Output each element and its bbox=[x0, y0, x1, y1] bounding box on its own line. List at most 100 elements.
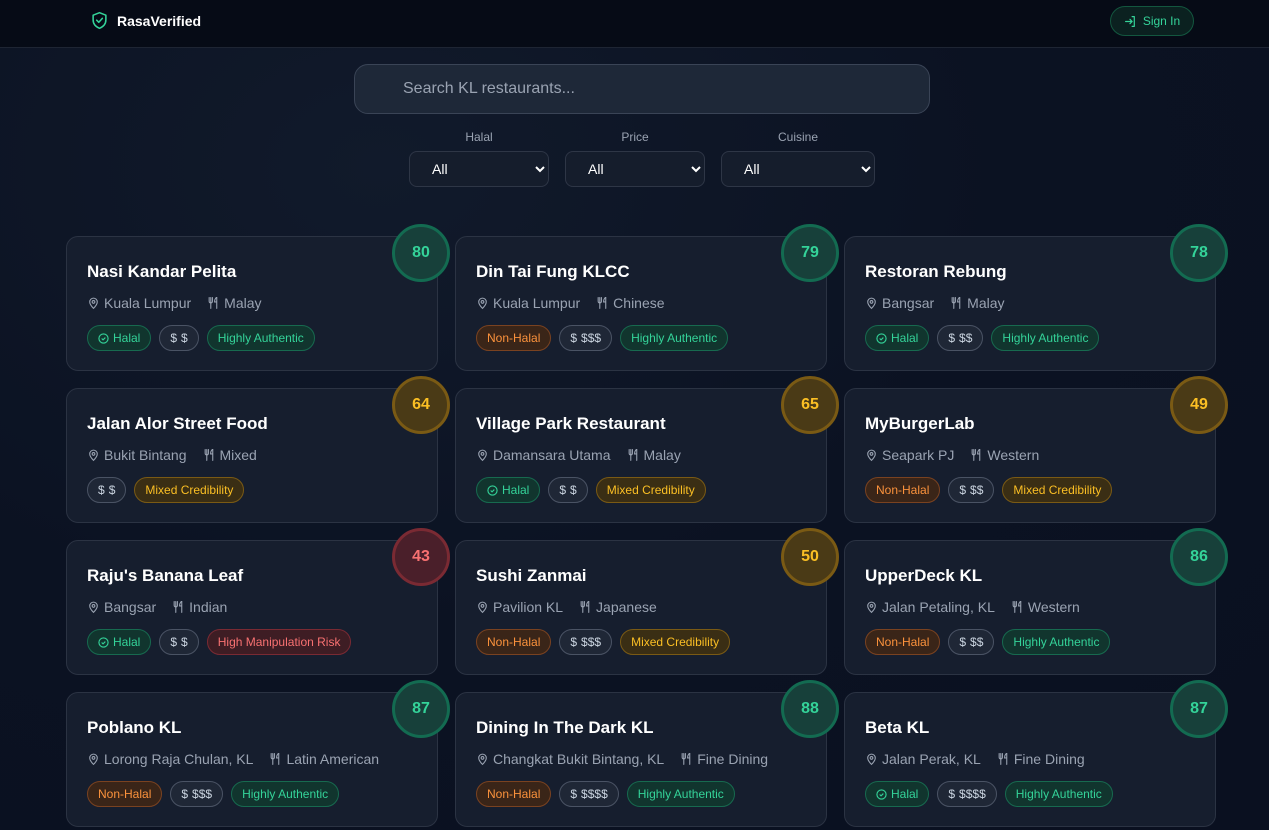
filter-label: Halal bbox=[465, 130, 493, 144]
location-pin-icon bbox=[89, 601, 98, 614]
credibility-badge: Mixed Credibility bbox=[595, 477, 706, 503]
price-badge: $ $$$ bbox=[559, 325, 613, 351]
dollar-icon: $ bbox=[570, 331, 578, 345]
location: Pavilion KL bbox=[476, 599, 563, 615]
location-pin-icon bbox=[867, 601, 876, 614]
restaurant-card[interactable]: Dining In The Dark KL Changkat Bukit Bin… bbox=[455, 680, 839, 827]
sign-in-icon bbox=[1124, 15, 1135, 27]
restaurant-card[interactable]: Din Tai Fung KLCC Kuala Lumpur Chinese No… bbox=[455, 224, 839, 371]
location: Damansara Utama bbox=[476, 447, 611, 463]
restaurant-name[interactable]: UpperDeck KL bbox=[865, 566, 983, 585]
filter-label: Cuisine bbox=[777, 130, 819, 144]
restaurant-name[interactable]: Beta KL bbox=[865, 718, 930, 737]
restaurant-card[interactable]: Restoran Rebung Bangsar Malay Halal $ $$ Hig… bbox=[844, 224, 1228, 371]
cuisine: Malay bbox=[207, 295, 262, 311]
non-halal-badge: Non-Halal bbox=[476, 325, 552, 351]
restaurant-card[interactable]: Beta KL Jalan Perak, KL Fine Dining Halal… bbox=[844, 680, 1228, 827]
halal-badge: Halal bbox=[476, 477, 541, 503]
trust-score: 80 bbox=[392, 224, 450, 282]
restaurant-card[interactable]: Sushi Zanmai Pavilion KL Japanese Non-Hal… bbox=[455, 528, 839, 675]
price-badge: $ $$$$ bbox=[559, 781, 619, 807]
dollar-icon: $ bbox=[570, 787, 578, 801]
location: Bangsar bbox=[87, 599, 156, 615]
restaurant-card[interactable]: Village Park Restaurant Damansara Utama M… bbox=[455, 376, 839, 523]
utensils-icon bbox=[173, 601, 183, 613]
credibility-badge: Mixed Credibility bbox=[1002, 477, 1113, 503]
restaurant-name[interactable]: Jalan Alor Street Food bbox=[87, 414, 268, 433]
non-halal-badge: Non-Halal bbox=[476, 629, 552, 655]
dollar-icon: $ bbox=[959, 483, 967, 497]
restaurant-card[interactable]: UpperDeck KL Jalan Petaling, KL Western N… bbox=[844, 528, 1228, 675]
dollar-icon: $ bbox=[170, 635, 178, 649]
restaurant-name[interactable]: Dining In The Dark KL bbox=[476, 718, 654, 737]
restaurant-name[interactable]: Poblano KL bbox=[87, 718, 182, 737]
location: Seapark PJ bbox=[865, 447, 954, 463]
price-select[interactable]: All bbox=[565, 151, 705, 187]
halal-badge: Halal bbox=[865, 325, 930, 351]
credibility-badge: Highly Authentic bbox=[991, 325, 1100, 351]
cuisine: Japanese bbox=[579, 599, 657, 615]
trust-score: 65 bbox=[781, 376, 839, 434]
utensils-icon bbox=[580, 601, 590, 613]
restaurant-name[interactable]: Village Park Restaurant bbox=[476, 414, 666, 433]
check-circle-icon bbox=[876, 332, 887, 344]
dollar-icon: $ bbox=[559, 483, 567, 497]
cuisine: Malay bbox=[950, 295, 1005, 311]
sign-in-button[interactable]: Sign In bbox=[1110, 6, 1194, 36]
location-pin-icon bbox=[478, 753, 487, 766]
top-nav: RasaVerified Sign In bbox=[0, 0, 1269, 48]
cuisine: Fine Dining bbox=[997, 751, 1085, 767]
price-badge: $ $ bbox=[87, 477, 127, 503]
restaurant-name[interactable]: Raju's Banana Leaf bbox=[87, 566, 244, 585]
location: Bukit Bintang bbox=[87, 447, 187, 463]
dollar-icon: $ bbox=[948, 787, 956, 801]
trust-score: 50 bbox=[781, 528, 839, 586]
utensils-icon bbox=[972, 449, 981, 461]
restaurant-name[interactable]: Nasi Kandar Pelita bbox=[87, 262, 237, 281]
credibility-badge: Highly Authentic bbox=[206, 325, 315, 351]
restaurant-card[interactable]: Nasi Kandar Pelita Kuala Lumpur Malay Hal… bbox=[66, 224, 450, 371]
cuisine: Chinese bbox=[596, 295, 665, 311]
restaurant-name[interactable]: Sushi Zanmai bbox=[476, 566, 587, 585]
filter-label: Price bbox=[621, 130, 649, 144]
location-pin-icon bbox=[89, 297, 98, 310]
dollar-icon: $ bbox=[570, 635, 578, 649]
restaurant-name[interactable]: Restoran Rebung bbox=[865, 262, 1007, 281]
credibility-badge: Highly Authentic bbox=[1002, 629, 1111, 655]
price-badge: $ $ bbox=[159, 629, 199, 655]
utensils-icon bbox=[628, 449, 637, 461]
trust-score: 49 bbox=[1170, 376, 1228, 434]
trust-score: 64 bbox=[392, 376, 450, 434]
check-circle-icon bbox=[98, 332, 109, 344]
price-badge: $ $$$ bbox=[170, 781, 224, 807]
location: Bangsar bbox=[865, 295, 934, 311]
halal-select[interactable]: All bbox=[409, 151, 549, 187]
non-halal-badge: Non-Halal bbox=[865, 629, 941, 655]
check-circle-icon bbox=[487, 484, 498, 496]
cuisine: Malay bbox=[627, 447, 681, 463]
search-input[interactable] bbox=[354, 64, 930, 114]
trust-score: 87 bbox=[1170, 680, 1228, 738]
trust-score: 43 bbox=[392, 528, 450, 586]
restaurant-card[interactable]: Jalan Alor Street Food Bukit Bintang Mixe… bbox=[66, 376, 450, 523]
utensils-icon bbox=[1012, 601, 1022, 613]
restaurant-card[interactable]: Poblano KL Lorong Raja Chulan, KL Latin A… bbox=[66, 680, 450, 827]
location: Changkat Bukit Bintang, KL bbox=[476, 751, 664, 767]
halal-badge: Halal bbox=[865, 781, 930, 807]
cuisine-select[interactable]: All bbox=[721, 151, 875, 187]
price-badge: $ $$$$ bbox=[937, 781, 997, 807]
location: Kuala Lumpur bbox=[476, 295, 580, 311]
non-halal-badge: Non-Halal bbox=[87, 781, 163, 807]
credibility-badge: Highly Authentic bbox=[1004, 781, 1113, 807]
restaurant-card[interactable]: Raju's Banana Leaf Bangsar Indian Halal $ $… bbox=[66, 528, 450, 675]
utensils-icon bbox=[271, 753, 280, 765]
brand-logo[interactable]: RasaVerified bbox=[91, 11, 201, 30]
shield-check-icon bbox=[92, 11, 107, 30]
utensils-icon bbox=[681, 753, 691, 765]
restaurant-card[interactable]: MyBurgerLab Seapark PJ Western Non-Halal $… bbox=[844, 376, 1228, 523]
filter-halal: Halal All bbox=[409, 130, 549, 187]
restaurant-name[interactable]: MyBurgerLab bbox=[865, 414, 975, 433]
restaurant-name[interactable]: Din Tai Fung KLCC bbox=[476, 262, 630, 281]
utensils-icon bbox=[208, 297, 218, 309]
price-badge: $ $$ bbox=[948, 629, 995, 655]
